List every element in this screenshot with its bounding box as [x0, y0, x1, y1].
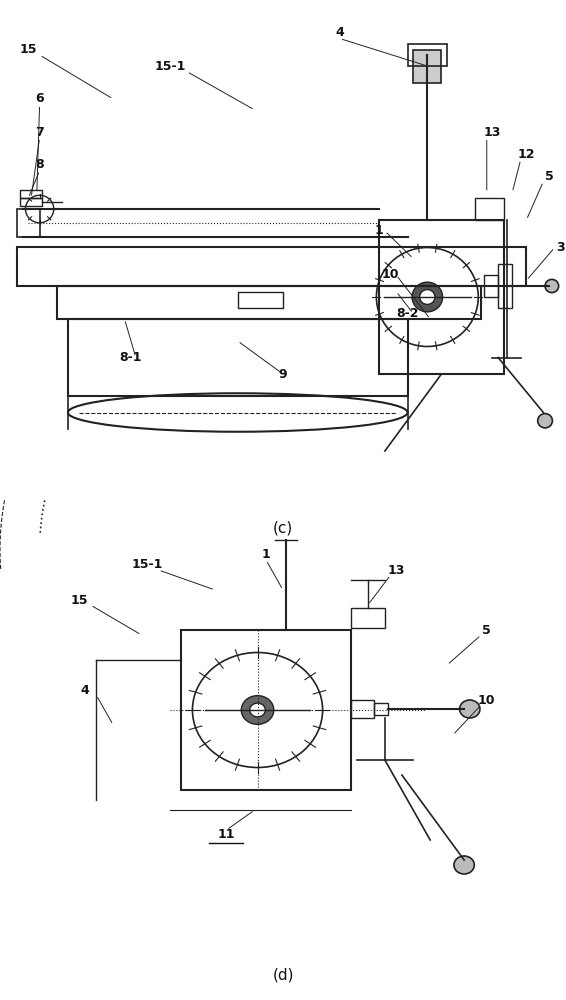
Bar	[238, 292, 283, 308]
Text: (d): (d)	[272, 968, 294, 982]
Text: 5: 5	[544, 169, 554, 182]
Text: 12: 12	[518, 147, 535, 160]
Bar	[374, 702, 388, 715]
Circle shape	[460, 700, 480, 718]
Bar	[484, 275, 498, 297]
Text: 3: 3	[556, 241, 565, 254]
Bar	[379, 220, 504, 374]
Text: 10: 10	[478, 694, 495, 706]
Bar	[351, 607, 385, 628]
Text: 9: 9	[278, 367, 288, 380]
Text: 15-1: 15-1	[154, 60, 186, 73]
Bar	[498, 264, 512, 308]
Text: 4: 4	[80, 684, 89, 696]
Circle shape	[241, 696, 274, 724]
Text: 13: 13	[484, 125, 501, 138]
Text: 8-2: 8-2	[396, 307, 419, 320]
Bar	[57, 286, 481, 319]
Bar	[181, 630, 351, 790]
Bar	[17, 247, 526, 286]
Text: (c): (c)	[273, 520, 293, 536]
Text: 15-1: 15-1	[131, 558, 163, 572]
Circle shape	[538, 414, 552, 428]
Bar	[20, 190, 42, 198]
Bar	[408, 44, 447, 66]
Bar	[351, 700, 374, 718]
Text: 1: 1	[261, 548, 271, 562]
Text: 7: 7	[35, 125, 44, 138]
Text: 8-1: 8-1	[119, 351, 142, 364]
Text: 5: 5	[482, 624, 491, 637]
Bar	[68, 319, 408, 396]
Bar	[20, 198, 42, 206]
Text: 6: 6	[35, 93, 44, 105]
Circle shape	[419, 290, 435, 304]
Text: 8: 8	[35, 158, 44, 172]
Text: 4: 4	[335, 26, 344, 39]
Text: 15: 15	[71, 593, 88, 606]
Bar	[475, 198, 504, 220]
Text: 11: 11	[218, 828, 235, 842]
Circle shape	[412, 282, 443, 312]
Text: 1: 1	[375, 225, 384, 237]
Text: 15: 15	[20, 43, 37, 56]
Text: 10: 10	[382, 268, 399, 282]
Circle shape	[454, 856, 474, 874]
Bar	[413, 49, 441, 83]
Circle shape	[545, 279, 559, 293]
Text: 13: 13	[388, 564, 405, 576]
Bar	[17, 209, 40, 236]
Circle shape	[250, 703, 265, 717]
